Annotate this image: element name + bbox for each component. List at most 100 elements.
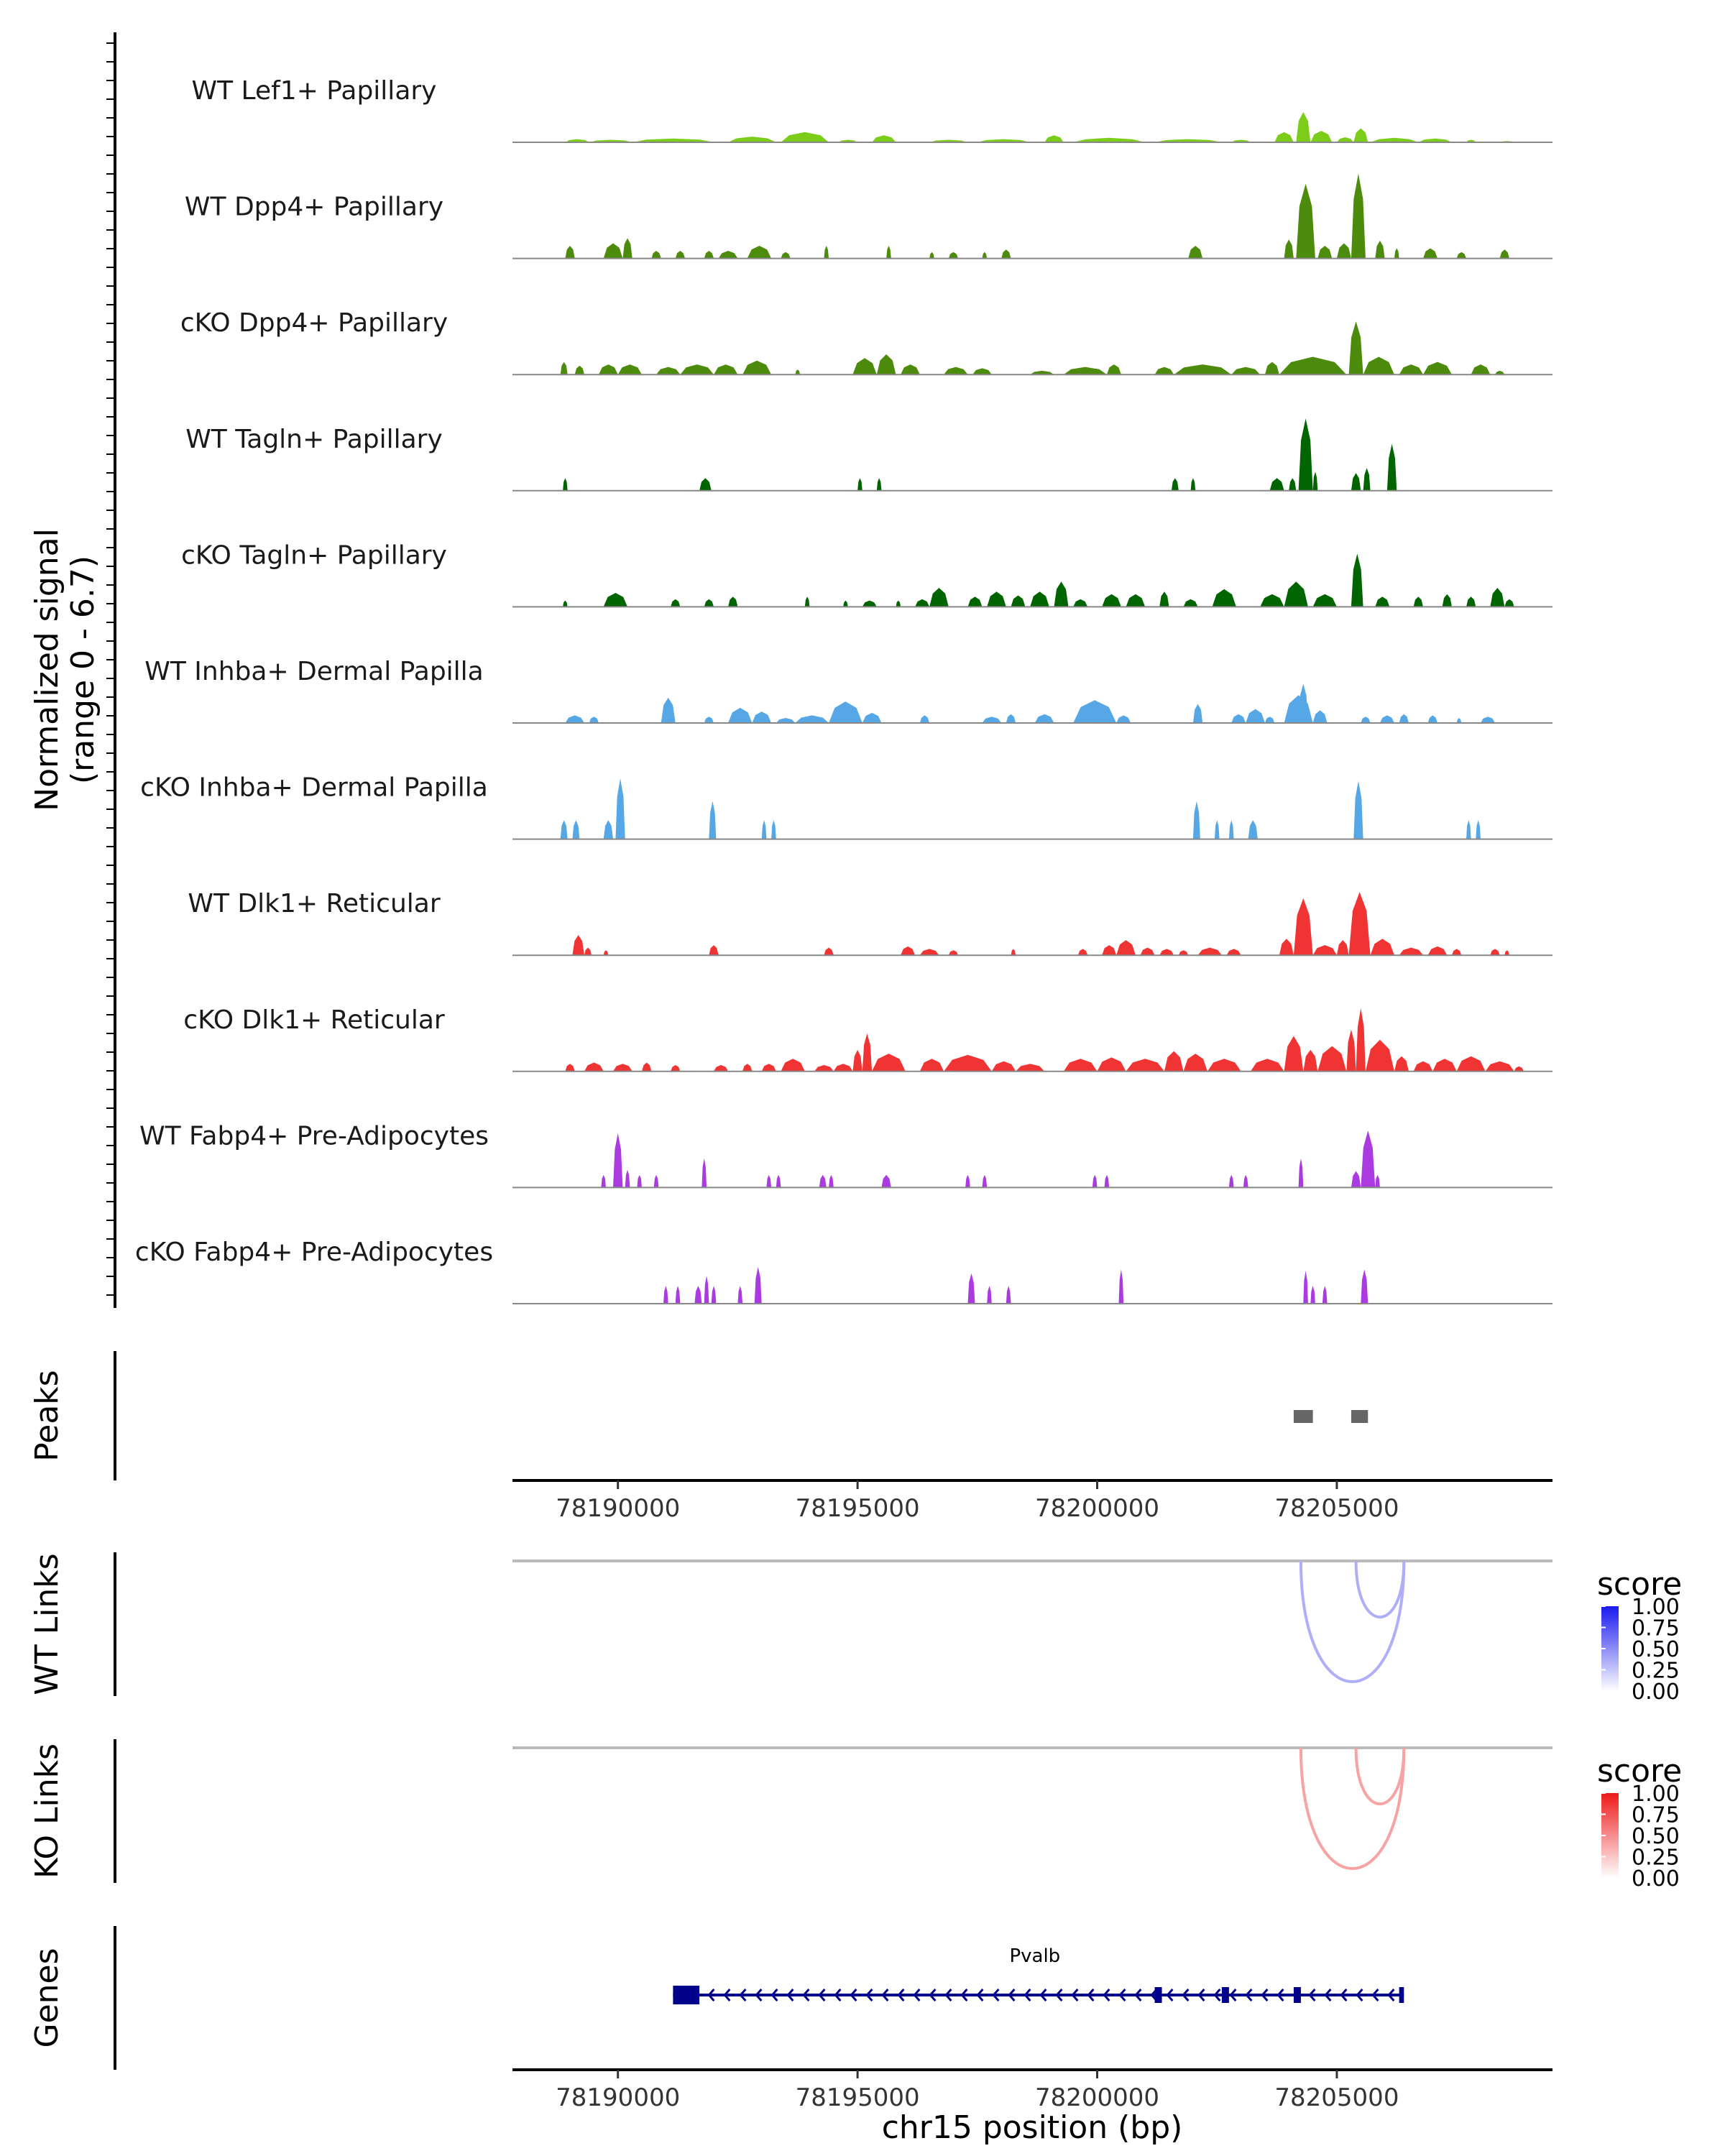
x-axis-ticks-bottom: 78190000 78195000 78200000 78205000 <box>556 2070 1399 2112</box>
coverage-peak <box>1102 594 1121 607</box>
coverage-track: WT Dpp4+ Papillary <box>185 173 1552 259</box>
coverage-peak <box>565 246 575 259</box>
coverage-peak <box>1226 949 1241 956</box>
coverage-peak <box>1296 183 1315 259</box>
coverage-peak <box>948 252 959 259</box>
coverage-peak <box>1423 361 1452 375</box>
coverage-track-label: WT Fabp4+ Pre-Adipocytes <box>139 1121 489 1151</box>
link-track <box>512 1746 1552 1870</box>
coverage-peak <box>1030 591 1049 607</box>
coverage-peak <box>563 478 568 491</box>
ko-links-track-label: KO Links <box>29 1743 65 1879</box>
coverage-peak <box>1413 1061 1433 1072</box>
coverage-peak <box>1361 717 1371 723</box>
coverage-peak <box>613 1133 623 1188</box>
coverage-peak <box>704 717 714 723</box>
coverage-peak <box>1418 138 1452 142</box>
coverage-peak <box>1351 473 1361 491</box>
strand-arrow <box>818 1989 826 2001</box>
coverage-peak <box>1322 1286 1328 1304</box>
coverage-peak <box>1471 364 1491 375</box>
coverage-peak <box>754 1266 762 1304</box>
coverage-peak <box>1456 1056 1486 1072</box>
coverage-peak <box>1336 137 1354 142</box>
coverage-peak <box>1386 443 1397 491</box>
coverage-peak <box>829 701 862 723</box>
strand-arrow <box>1213 1989 1221 2001</box>
coverage-peak <box>603 820 613 839</box>
coverage-peak <box>747 246 772 259</box>
coverage-peak <box>1279 356 1347 375</box>
coverage-peak <box>603 243 623 259</box>
coverage-peak <box>1102 945 1117 956</box>
coverage-peak <box>680 364 714 375</box>
strand-arrow <box>1308 1989 1316 2001</box>
strand-arrow <box>1008 1989 1016 2001</box>
coverage-peak <box>781 252 791 259</box>
coverage-peak <box>852 1049 862 1072</box>
strand-arrow <box>881 1989 889 2001</box>
link-track <box>512 1560 1552 1683</box>
legend-tick-label: 0.50 <box>1632 1824 1680 1849</box>
gene-exon <box>1221 1987 1229 2003</box>
strand-arrow <box>992 1989 1000 2001</box>
coverage-peak <box>1361 1130 1376 1188</box>
coverage-peak <box>1317 1046 1347 1072</box>
strand-arrow <box>1118 1989 1126 2001</box>
coverage-peak <box>1264 717 1275 723</box>
x-axis-title: chr15 position (bp) <box>882 2109 1183 2146</box>
links-tracks <box>512 1560 1552 1870</box>
coverage-peak <box>1264 361 1279 375</box>
coverage-peak <box>987 591 1006 607</box>
coverage-peak <box>1231 367 1261 375</box>
strand-arrow <box>929 1989 937 2001</box>
coverage-peak <box>1312 594 1337 607</box>
legend-tick-label: 0.00 <box>1632 1866 1680 1892</box>
coverage-peak <box>862 1033 873 1072</box>
x-tick-label: 78200000 <box>1035 2083 1159 2112</box>
coverage-track-label: WT Dlk1+ Reticular <box>188 889 440 918</box>
strand-arrow <box>1261 1989 1269 2001</box>
x-axis-ticks-top: 78190000 78195000 78200000 78205000 <box>556 1480 1399 1523</box>
coverage-peak <box>617 364 642 375</box>
coverage-peak <box>1312 471 1318 491</box>
coverage-track: WT Tagln+ Papillary <box>185 418 1552 492</box>
x-tick-label: 78205000 <box>1274 2083 1399 2112</box>
coverage-peak <box>1504 950 1509 956</box>
coverage-peak <box>948 950 959 956</box>
x-tick-label: 78190000 <box>556 1494 680 1523</box>
coverage-peak <box>1030 370 1054 375</box>
coverage-peak <box>1006 1286 1011 1304</box>
strand-arrow <box>1356 1989 1363 2001</box>
coverage-peak <box>1116 715 1131 723</box>
coverage-peak <box>1006 714 1016 723</box>
coverage-peak <box>572 820 580 839</box>
coverage-peak <box>642 1062 652 1072</box>
strand-arrow <box>1071 1989 1079 2001</box>
coverage-peak <box>599 364 618 375</box>
coverage-peak <box>704 599 714 607</box>
coverage-track-label: cKO Dlk1+ Reticular <box>183 1005 445 1035</box>
coverage-peak <box>1178 950 1189 956</box>
coverage-peak <box>1011 949 1016 956</box>
coverage-peak <box>1154 367 1174 375</box>
legend-tick-label: 1.00 <box>1632 1595 1680 1620</box>
coverage-peak <box>857 478 862 491</box>
coverage-peak <box>965 1174 970 1188</box>
coverage-peak <box>1034 714 1054 723</box>
coverage-peak <box>1140 947 1155 956</box>
coverage-peak <box>1284 581 1308 607</box>
coverage-peak <box>1394 1056 1409 1072</box>
coverage-peak <box>704 1276 709 1304</box>
coverage-peak <box>1248 820 1258 839</box>
coverage-peak <box>896 600 901 607</box>
coverage-peak <box>1363 468 1371 491</box>
coverage-peak <box>656 367 681 375</box>
x-tick-label: 78200000 <box>1035 1494 1159 1523</box>
coverage-track: cKO Fabp4+ Pre-Adipocytes <box>135 1238 1552 1304</box>
strand-arrow <box>1229 1989 1237 2001</box>
coverage-peak <box>1296 111 1311 142</box>
coverage-peak <box>613 1064 632 1072</box>
